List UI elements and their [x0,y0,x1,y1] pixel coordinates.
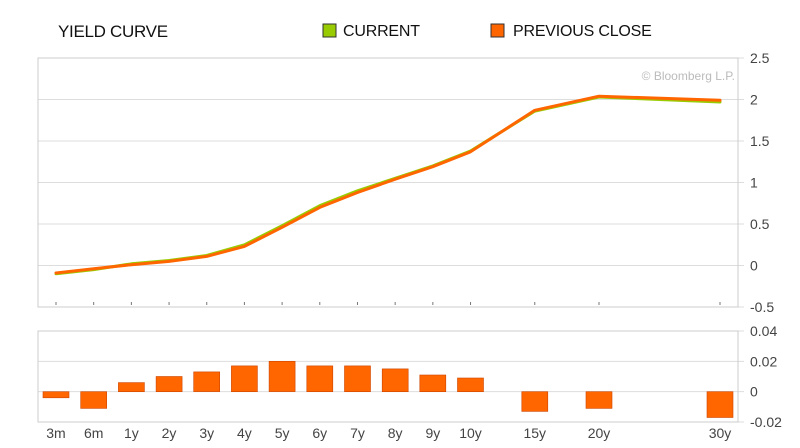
top-plot-frame [37,57,739,308]
bottom-plot-frame [37,330,739,423]
bottom-y-tick-label: 0 [750,384,758,400]
legend-swatch-current [322,23,337,38]
change-bar [193,371,220,392]
legend-swatch-previous-close [490,23,505,38]
change-bar [231,365,258,392]
watermark: © Bloomberg L.P. [642,69,735,83]
legend-label-current: CURRENT [343,23,420,40]
x-tick-label: 9y [425,425,440,441]
bottom-y-tick-label: 0.04 [750,323,777,339]
top-x-tick-marks [55,302,721,305]
x-tick-label: 6m [84,425,103,441]
x-tick-label: 30y [709,425,732,441]
top-y-tick-label: 2.5 [750,50,770,66]
change-bar [268,360,296,392]
x-axis-labels: 3m 6m 1y 2y 3y 4y 5y 6y 7y 8y 9y 10y 15y 20y 30y [46,425,731,441]
x-tick-label: 3m [46,425,65,441]
legend: CURRENT PREVIOUS CLOSE [322,23,652,40]
change-bar [521,391,549,412]
x-tick-label: 15y [523,425,546,441]
bottom-y-tick-label: 0.02 [750,353,777,369]
top-y-axis-labels: 2.5 2 1.5 1 0.5 0 -0.5 [750,50,774,315]
x-tick-label: 7y [350,425,365,441]
change-bar [381,368,409,392]
change-bar [585,391,613,409]
x-tick-label: 6y [312,425,327,441]
yield-lines [54,94,722,276]
x-tick-label: 10y [459,425,482,441]
x-tick-label: 5y [275,425,290,441]
top-y-tick-label: 0 [750,258,758,274]
top-y-tick-label: -0.5 [750,299,774,315]
previous-close-yield-line [54,94,722,275]
chart-title: YIELD CURVE [58,22,168,41]
x-tick-label: 3y [199,425,214,441]
change-bar [306,365,334,392]
change-bar [118,382,145,393]
change-bar [155,376,183,392]
x-tick-label: 4y [237,425,252,441]
x-tick-label: 2y [162,425,177,441]
bottom-y-tick-label: -0.02 [750,414,782,430]
yield-change-panel: 0.04 0.02 0 -0.02 3m 6m 1y 2y 3y 4y 5y 6y 7y 8y 9y 10y… [37,323,782,441]
change-bar [419,374,447,393]
top-y-tick-label: 1.5 [750,133,770,149]
bottom-y-axis-labels: 0.04 0.02 0 -0.02 [750,323,782,430]
change-bar [42,391,70,399]
change-bar [457,377,484,392]
legend-label-previous-close: PREVIOUS CLOSE [513,23,652,40]
x-tick-label: 20y [588,425,611,441]
change-bar [706,391,734,418]
top-y-tick-label: 1 [750,175,758,191]
top-y-tick-label: 2 [750,92,758,108]
change-bar [344,365,371,392]
change-bar [80,391,107,409]
yield-curve-panel: 2.5 2 1.5 1 0.5 0 -0.5 [37,50,774,315]
top-y-tick-label: 0.5 [750,216,770,232]
x-tick-label: 1y [124,425,139,441]
x-tick-label: 8y [388,425,403,441]
change-bars [42,360,734,418]
